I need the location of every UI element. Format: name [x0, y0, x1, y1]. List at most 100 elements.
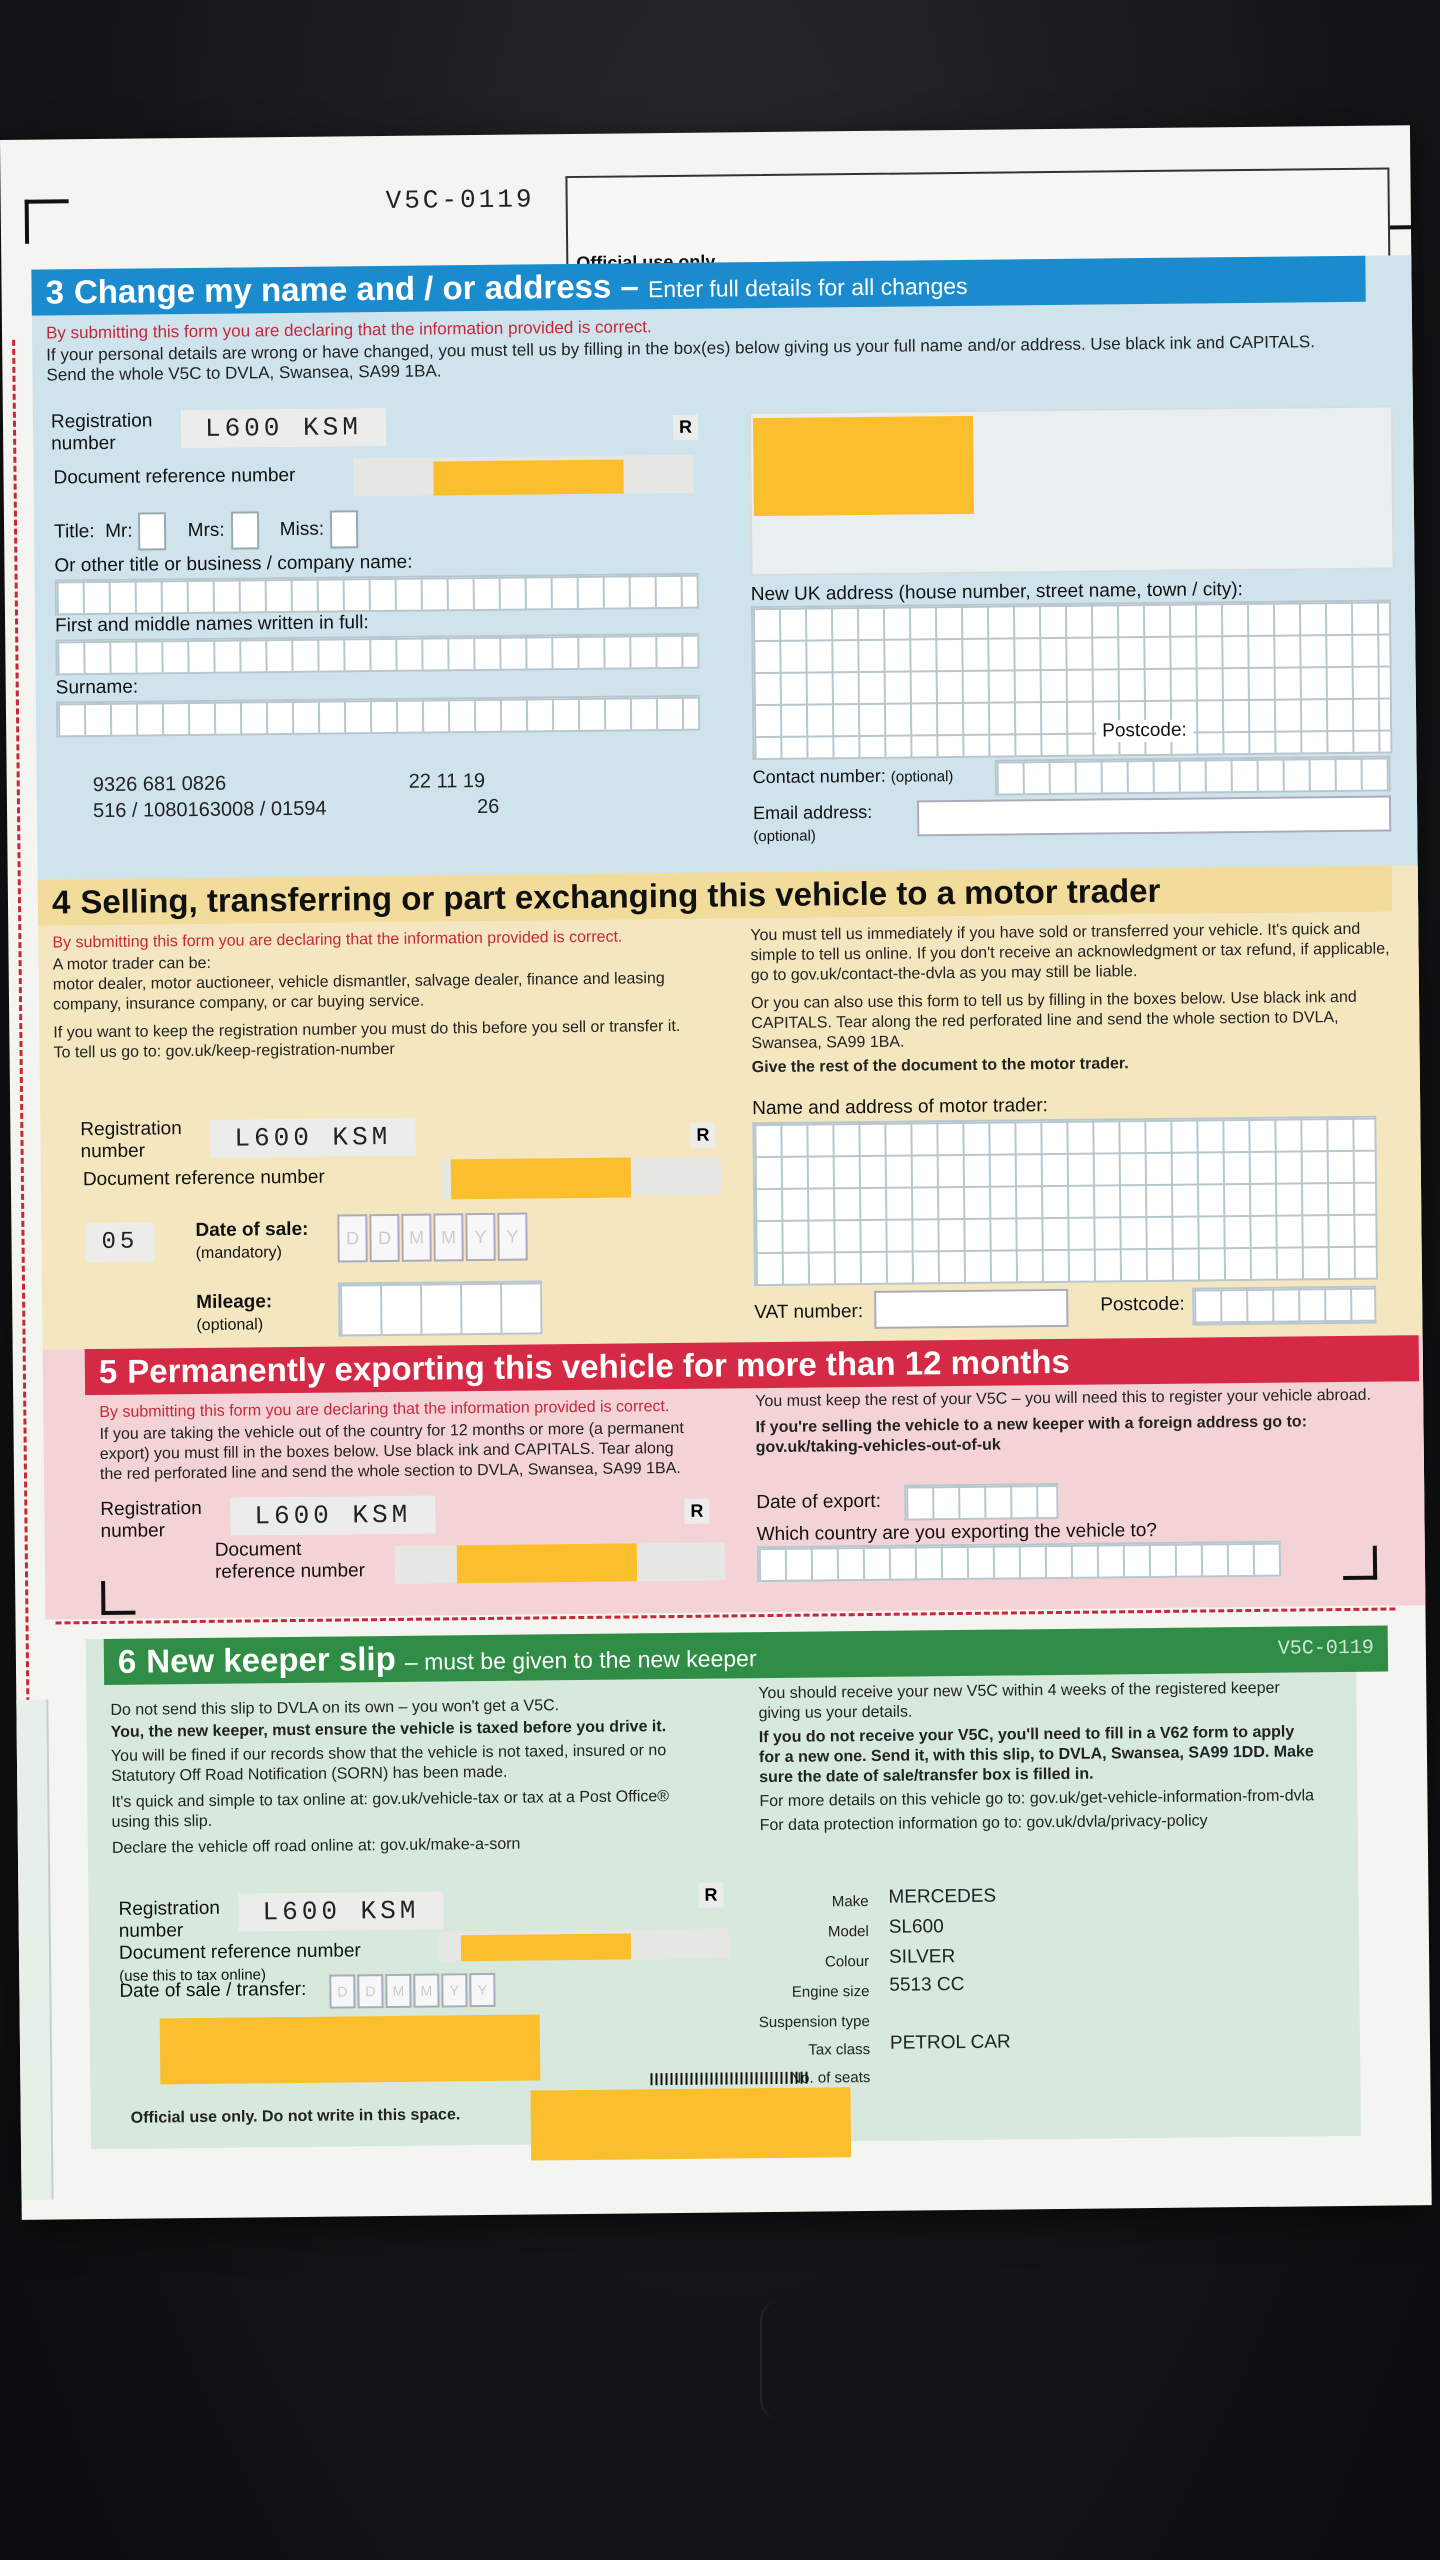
postcode-label: Postcode:: [1096, 719, 1193, 743]
redaction-block: [530, 2087, 852, 2161]
model-label: Model: [827, 1923, 869, 1941]
country-boxes[interactable]: [756, 1540, 1282, 1583]
miss-checkbox[interactable]: [329, 510, 359, 549]
trader-address-boxes[interactable]: [752, 1115, 1379, 1287]
section-6-header: 6 New keeper slip – must be given to the …: [103, 1625, 1389, 1685]
slip-text-5: Declare the vehicle off road online at: …: [111, 1835, 521, 1857]
slip-right-4: For data protection information go to: g…: [759, 1812, 1208, 1835]
redaction-block: [433, 459, 624, 496]
section-title: Selling, transferring or part exchanging…: [80, 871, 1161, 921]
section-subtitle: Enter full details for all changes: [647, 272, 968, 303]
mr-checkbox[interactable]: [138, 512, 167, 551]
section-title: Permanently exporting this vehicle for m…: [127, 1342, 1070, 1390]
mrs-checkbox[interactable]: [230, 511, 259, 550]
form-code: V5C-0119: [385, 184, 535, 216]
r-mark: R: [698, 1882, 724, 1908]
section-title: Change my name and / or address –: [73, 267, 639, 311]
registration-number: L600 KSM: [210, 1117, 416, 1158]
section-6: 6 New keeper slip – must be given to the …: [85, 1625, 1389, 2161]
postcode-label: Postcode:: [1100, 1293, 1185, 1316]
print-line-2b: 26: [476, 795, 500, 819]
colour-value: SILVER: [888, 1946, 956, 1968]
new-address-boxes[interactable]: [750, 599, 1393, 761]
make-label: Make: [831, 1893, 869, 1911]
right-text-1: You must keep the rest of your V5C – you…: [755, 1386, 1372, 1411]
underlying-page: [16, 1699, 54, 2200]
engine-value: 5513 CC: [889, 1974, 965, 1996]
registration-number: L600 KSM: [230, 1495, 436, 1536]
print-line-1: 9326 681 0826: [92, 772, 227, 797]
declaration: By submitting this form you are declarin…: [52, 928, 623, 952]
redaction-block: [752, 415, 974, 517]
export-date-label: Date of export:: [756, 1490, 882, 1514]
mileage-label: Mileage: (optional): [196, 1291, 273, 1335]
barcode: [650, 2071, 811, 2086]
slip-right-3: For more details on this vehicle go to: …: [759, 1787, 1315, 1811]
registration-number: L600 KSM: [238, 1891, 444, 1932]
right-text-2: If you're selling the vehicle to a new k…: [755, 1413, 1308, 1457]
engine-label: Engine size: [791, 1982, 870, 2001]
vat-field[interactable]: [874, 1288, 1069, 1329]
model-value: SL600: [888, 1916, 944, 1938]
first-names-label: First and middle names written in full:: [54, 612, 369, 637]
export-instructions: If you are taking the vehicle out of the…: [99, 1419, 684, 1484]
section-title: New keeper slip: [146, 1639, 396, 1680]
doc-ref-label: Document reference number: [214, 1538, 366, 1583]
trader-intro: A motor trader can be:: [52, 954, 212, 974]
slip-text-3: You will be fined if our records show th…: [110, 1742, 667, 1785]
print-line-1b: 22 11 19: [408, 769, 486, 793]
doc-ref-label: Document reference number: [53, 464, 296, 489]
vat-label: VAT number:: [754, 1301, 864, 1324]
r-mark: R: [672, 414, 699, 440]
tax-class-value: PETROL CAR: [889, 2031, 1011, 2054]
contact-label: Contact number: (optional): [752, 765, 954, 788]
make-value: MERCEDES: [888, 1885, 997, 1908]
code-05: 05: [85, 1222, 155, 1263]
print-line-2: 516 / 1080163008 / 01594: [92, 797, 327, 823]
slip-form-code: V5C-0119: [1277, 1636, 1374, 1661]
right-text-2: Or you can also use this form to tell us…: [750, 988, 1357, 1053]
redaction-block: [450, 1157, 632, 1200]
slip-text-2: You, the new keeper, must ensure the veh…: [110, 1718, 667, 1741]
redaction-block: [456, 1543, 638, 1584]
registration-label: Registration number: [118, 1897, 221, 1942]
surname-boxes[interactable]: [55, 694, 701, 738]
mileage-boxes[interactable]: [337, 1280, 543, 1337]
official-note: Official use only. Do not write in this …: [130, 2106, 461, 2127]
slip-right-1: You should receive your new V5C within 4…: [758, 1679, 1280, 1723]
crop-mark: [24, 199, 70, 244]
right-text-1: You must tell us immediately if you have…: [750, 920, 1390, 985]
registration-label: Registration number: [80, 1118, 182, 1163]
section-subtitle: – must be given to the new keeper: [404, 1645, 757, 1675]
crop-mark: [101, 1580, 136, 1616]
section-number: 3: [45, 273, 65, 311]
slip-text-1: Do not send this slip to DVLA on its own…: [110, 1697, 560, 1719]
first-names-boxes[interactable]: [55, 632, 700, 676]
export-date-boxes[interactable]: [904, 1482, 1059, 1521]
registration-label: Registration number: [100, 1497, 202, 1543]
section-3: 3 Change my name and / or address – Enter…: [31, 255, 1419, 970]
contact-boxes[interactable]: [994, 755, 1391, 796]
trader-address-label: Name and address of motor trader:: [752, 1095, 1048, 1120]
postcode-boxes[interactable]: [1192, 1285, 1377, 1326]
section-4: 4 Selling, transferring or part exchangin…: [37, 865, 1423, 1350]
trader-list: motor dealer, motor auctioneer, vehicle …: [52, 970, 665, 1014]
other-title-boxes[interactable]: [54, 572, 699, 616]
leather-crease: [760, 2300, 802, 2420]
doc-ref-label: Document reference number: [82, 1166, 325, 1191]
r-mark: R: [684, 1498, 710, 1524]
colour-label: Colour: [824, 1952, 870, 1971]
section-3-header: 3 Change my name and / or address – Enter…: [31, 255, 1366, 316]
right-text-3: Give the rest of the document to the mot…: [751, 1055, 1129, 1077]
surname-label: Surname:: [55, 676, 139, 699]
section-5: 5 Permanently exporting this vehicle for …: [42, 1335, 1426, 1620]
keep-registration-text: If you want to keep the registration num…: [53, 1017, 681, 1062]
email-label: Email address: (optional): [752, 801, 873, 846]
slip-right-2: If you do not receive your V5C, you'll n…: [758, 1723, 1314, 1787]
redaction-block: [159, 2014, 541, 2085]
date-sale-label: Date of sale: (mandatory): [195, 1218, 309, 1263]
email-field[interactable]: [916, 795, 1392, 837]
slip-text-4: It's quick and simple to tax online at: …: [111, 1788, 670, 1831]
